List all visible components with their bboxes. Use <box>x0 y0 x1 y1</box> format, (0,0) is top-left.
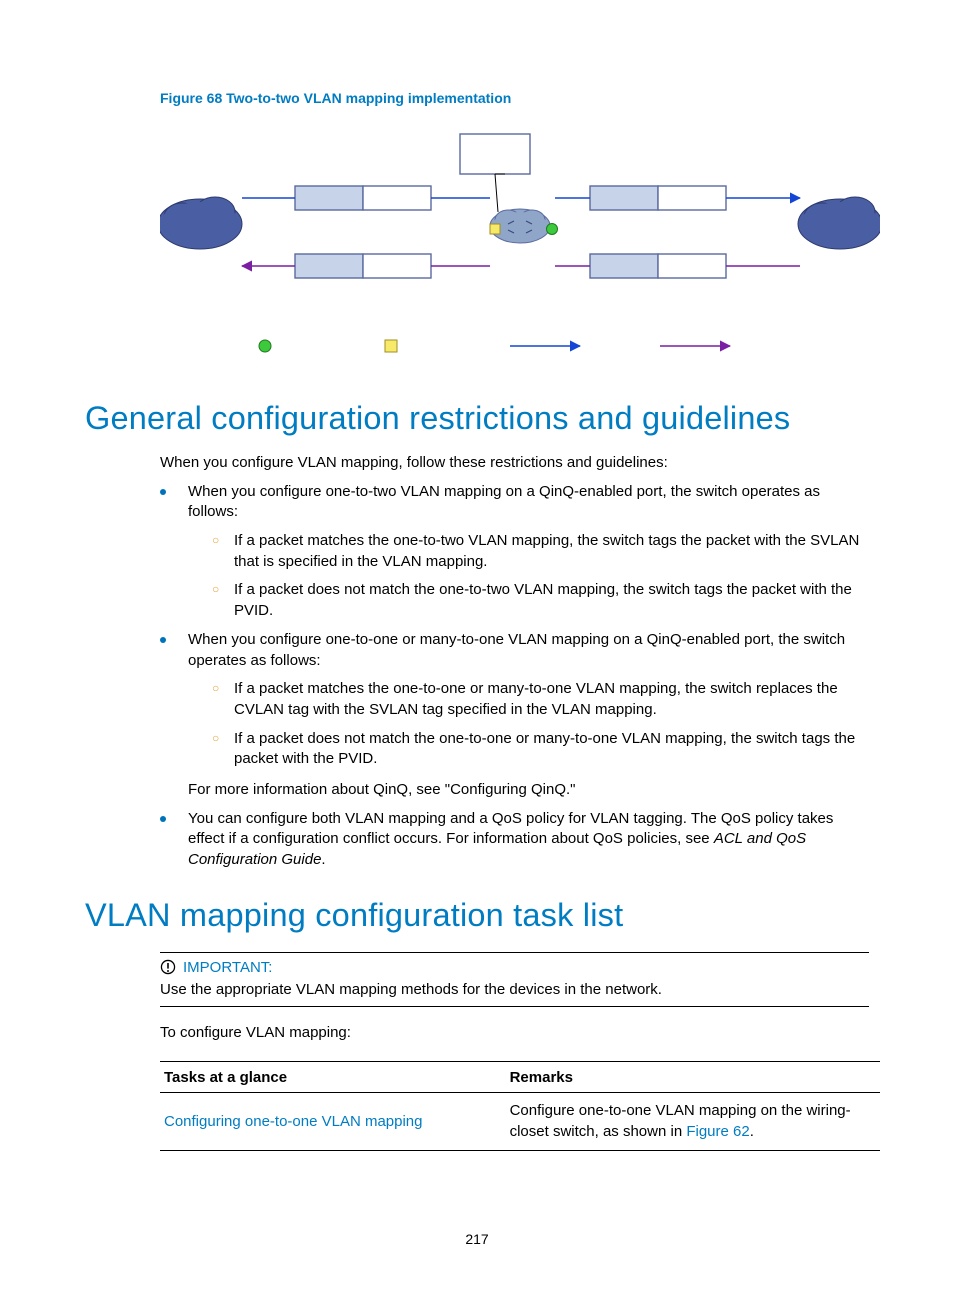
bullet-2-text: When you configure one-to-one or many-to… <box>188 631 845 669</box>
col-remarks-header: Remarks <box>506 1062 880 1092</box>
table-row: Configuring one-to-one VLAN mapping Conf… <box>160 1093 880 1150</box>
box <box>295 254 363 278</box>
bullet-3: You can configure both VLAN mapping and … <box>160 809 869 871</box>
bullet-2b: If a packet does not match the one-to-on… <box>212 729 869 770</box>
bullet-2: When you configure one-to-one or many-to… <box>160 630 869 801</box>
right-cloud-icon <box>798 197 880 249</box>
box <box>363 186 431 210</box>
important-label: IMPORTANT: <box>183 959 272 976</box>
heading-tasklist: VLAN mapping configuration task list <box>85 897 869 934</box>
yellow-port-icon <box>490 224 500 234</box>
box <box>658 254 726 278</box>
tasklist-lead: To configure VLAN mapping: <box>160 1023 869 1044</box>
figure-link[interactable]: Figure 62 <box>686 1123 749 1140</box>
bullet-1: When you configure one-to-two VLAN mappi… <box>160 482 869 622</box>
box <box>590 186 658 210</box>
left-cloud-icon <box>160 197 242 249</box>
bullet-3-post: . <box>321 851 325 868</box>
bullet-1b: If a packet does not match the one-to-tw… <box>212 580 869 621</box>
remark-pre: Configure one-to-one VLAN mapping on the… <box>510 1102 851 1139</box>
remark-post: . <box>750 1123 754 1140</box>
bullet-2-tail: For more information about QinQ, see "Co… <box>188 780 869 801</box>
heading-restrictions: General configuration restrictions and g… <box>85 400 869 437</box>
important-body: Use the appropriate VLAN mapping methods… <box>160 979 869 1006</box>
important-icon <box>160 959 176 975</box>
green-port-icon <box>547 224 558 235</box>
box <box>658 186 726 210</box>
callout-box <box>460 134 530 174</box>
bullet-2a: If a packet matches the one-to-one or ma… <box>212 679 869 720</box>
important-callout: IMPORTANT: Use the appropriate VLAN mapp… <box>160 952 869 1007</box>
bullet-1-text: When you configure one-to-two VLAN mappi… <box>188 483 820 521</box>
task-link[interactable]: Configuring one-to-one VLAN mapping <box>164 1113 423 1130</box>
legend-yellow-icon <box>385 340 397 352</box>
col-tasks-header: Tasks at a glance <box>160 1062 506 1092</box>
task-remark: Configure one-to-one VLAN mapping on the… <box>506 1093 880 1150</box>
bullet-1a: If a packet matches the one-to-two VLAN … <box>212 531 869 572</box>
page-number: 217 <box>85 1231 869 1247</box>
box <box>363 254 431 278</box>
task-table: Tasks at a glance Remarks Configuring on… <box>160 1061 880 1151</box>
legend-green-icon <box>259 340 271 352</box>
intro-text: When you configure VLAN mapping, follow … <box>160 453 869 474</box>
figure-68-diagram <box>160 114 880 374</box>
box <box>590 254 658 278</box>
figure-caption: Figure 68 Two-to-two VLAN mapping implem… <box>160 90 869 106</box>
box <box>295 186 363 210</box>
table-header-row: Tasks at a glance Remarks <box>160 1062 880 1092</box>
